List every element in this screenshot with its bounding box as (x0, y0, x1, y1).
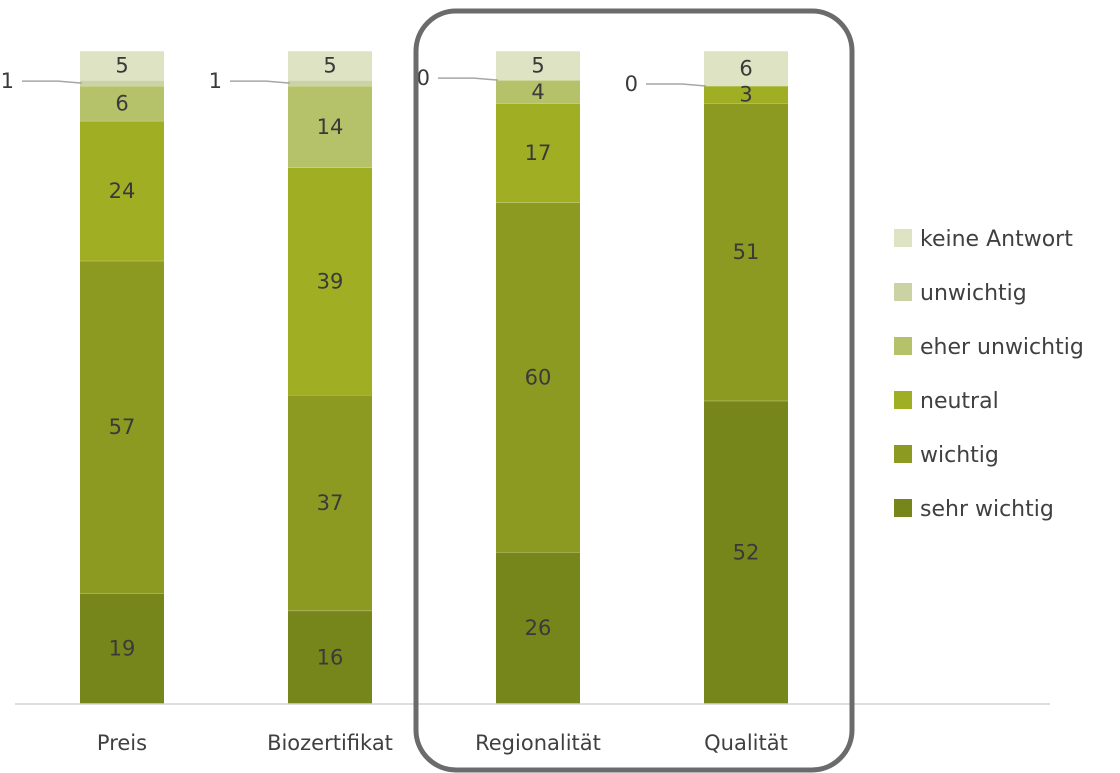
callout-line-regionalit-t (438, 77, 499, 81)
bar-segment-regionalit-t-neutral (496, 103, 580, 203)
data-label-biozertifikat-wichtig: 37 (317, 491, 344, 515)
category-label-preis: Preis (97, 731, 147, 755)
bar-segment-biozertifikat-keine-antwort (288, 51, 372, 81)
legend-label-neutral: neutral (920, 389, 999, 414)
data-label-regionalit-t-sehr-wichtig: 26 (525, 616, 552, 640)
category-labels-group: Preis Biozertifikat Regionalität Qualität (97, 731, 788, 755)
data-label-regionalit-t-neutral: 17 (525, 141, 552, 165)
data-label-regionalit-t-wichtig: 60 (525, 366, 552, 390)
bar-segment-preis-sehr-wichtig (80, 593, 164, 704)
bar-segment-qualit-t-wichtig (704, 103, 788, 401)
data-label-preis-eher-unwichtig: 6 (115, 91, 128, 115)
legend-swatch-unwichtig (894, 283, 912, 301)
bar-segment-preis-keine-antwort (80, 51, 164, 81)
callout-label-preis: 1 (1, 69, 14, 93)
legend-swatch-neutral (894, 391, 912, 409)
bar-segment-qualit-t-neutral (704, 85, 788, 104)
bar-segment-regionalit-t-wichtig (496, 202, 580, 553)
bar-segment-biozertifikat-unwichtig (288, 80, 372, 86)
callout-label-biozertifikat: 1 (209, 69, 222, 93)
category-label-biozertifikat: Biozertifikat (267, 731, 393, 755)
bar-segment-preis-unwichtig (80, 80, 164, 86)
legend-label-sehr-wichtig: sehr wichtig (920, 497, 1054, 522)
bar-segment-regionalit-t-sehr-wichtig (496, 552, 580, 704)
data-label-biozertifikat-eher-unwichtig: 14 (317, 115, 344, 139)
data-label-regionalit-t-eher-unwichtig: 4 (531, 80, 544, 104)
data-label-biozertifikat-neutral: 39 (317, 269, 344, 293)
bar-segment-regionalit-t-eher-unwichtig (496, 80, 580, 104)
bar-segment-regionalit-t-keine-antwort (496, 51, 580, 81)
data-label-preis-neutral: 24 (109, 179, 136, 203)
data-label-qualit-t-sehr-wichtig: 52 (733, 540, 760, 564)
callout-label-qualit-t: 0 (625, 72, 638, 96)
legend-swatch-wichtig (894, 445, 912, 463)
callout-line-biozertifikat (230, 80, 291, 84)
callouts-group: 1 1 0 0 (1, 66, 707, 96)
bar-segment-biozertifikat-neutral (288, 167, 372, 395)
legend-swatch-eher-unwichtig (894, 337, 912, 355)
legend-label-keine-antwort: keine Antwort (920, 227, 1073, 252)
bar-segment-biozertifikat-sehr-wichtig (288, 610, 372, 704)
legend-label-unwichtig: unwichtig (920, 281, 1027, 306)
legend: keine Antwort unwichtig eher unwichtig neut… (894, 227, 1084, 522)
data-label-regionalit-t-keine-antwort: 5 (531, 54, 544, 78)
bar-segment-qualit-t-sehr-wichtig (704, 400, 788, 704)
data-label-biozertifikat-sehr-wichtig: 16 (317, 645, 344, 669)
bar-segment-qualit-t-keine-antwort (704, 51, 788, 86)
data-label-biozertifikat-keine-antwort: 5 (323, 54, 336, 78)
legend-label-wichtig: wichtig (920, 443, 999, 468)
data-label-preis-sehr-wichtig: 19 (109, 637, 136, 661)
bar-segment-preis-neutral (80, 120, 164, 261)
bar-segment-biozertifikat-wichtig (288, 394, 372, 611)
category-label-regionalit-t: Regionalität (475, 731, 601, 755)
bar-segment-preis-wichtig (80, 260, 164, 594)
legend-swatch-sehr-wichtig (894, 499, 912, 517)
data-label-preis-wichtig: 57 (109, 415, 136, 439)
data-label-qualit-t-neutral: 3 (739, 83, 752, 107)
legend-swatch-keine-antwort (894, 229, 912, 247)
legend-label-eher-unwichtig: eher unwichtig (920, 335, 1084, 360)
callout-line-preis (22, 80, 83, 84)
bars-group (80, 50, 788, 704)
data-label-qualit-t-keine-antwort: 6 (739, 56, 752, 80)
category-label-qualit-t: Qualität (704, 731, 788, 755)
callout-line-qualit-t (646, 83, 707, 87)
data-label-qualit-t-wichtig: 51 (733, 240, 760, 264)
bar-segment-preis-eher-unwichtig (80, 85, 164, 121)
callout-label-regionalit-t: 0 (417, 66, 430, 90)
highlight-frame (413, 8, 855, 773)
bar-segment-biozertifikat-eher-unwichtig (288, 85, 372, 168)
data-label-preis-keine-antwort: 5 (115, 54, 128, 78)
